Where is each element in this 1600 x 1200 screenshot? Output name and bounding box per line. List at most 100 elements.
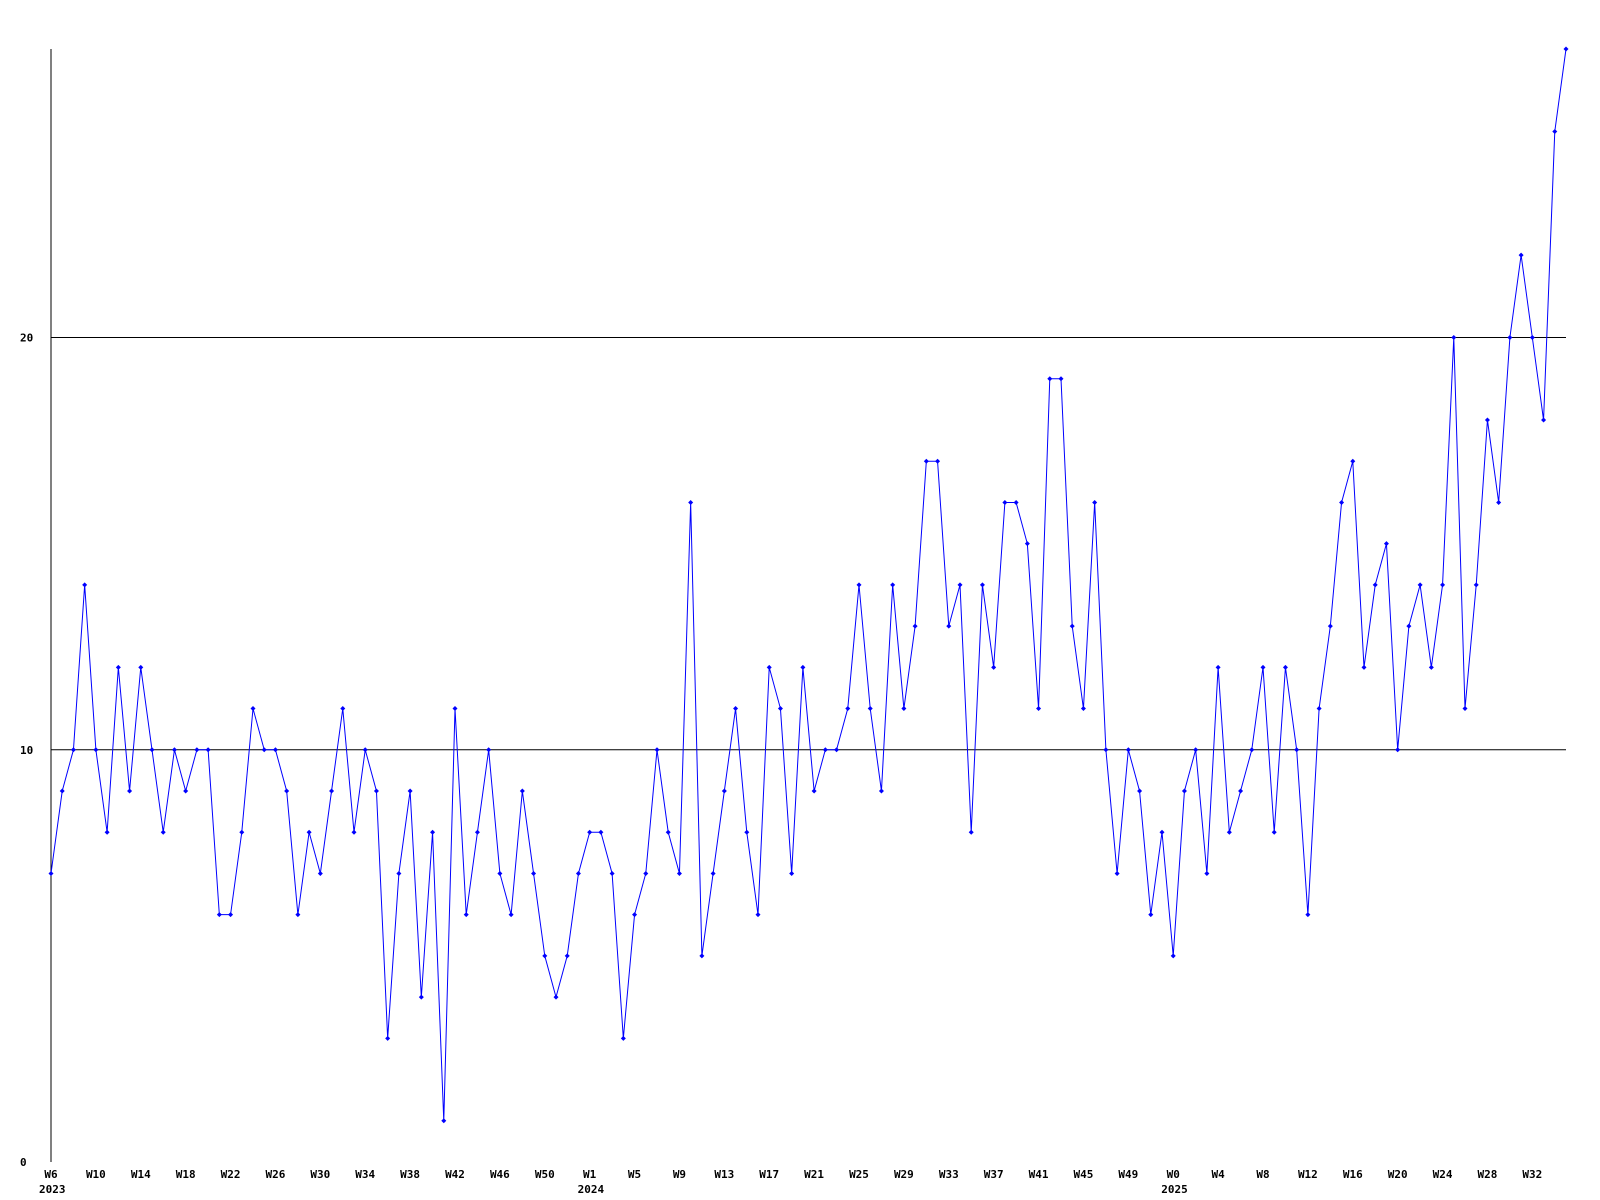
x-tick-label: W13 [714, 1168, 734, 1181]
data-point [104, 829, 110, 835]
year-label: 2024 [578, 1183, 605, 1196]
data-point [1193, 747, 1199, 753]
x-tick-label: W9 [673, 1168, 686, 1181]
data-point [1518, 252, 1524, 258]
data-point [183, 788, 189, 794]
x-tick-label: W50 [535, 1168, 555, 1181]
year-label: 2023 [39, 1183, 66, 1196]
data-point [284, 788, 290, 794]
x-tick-label: W45 [1074, 1168, 1094, 1181]
data-point [228, 912, 234, 918]
x-tick-label: W22 [221, 1168, 241, 1181]
data-point [1148, 912, 1154, 918]
data-point [654, 747, 660, 753]
x-tick-label: W6 [44, 1168, 58, 1181]
x-tick-label: W30 [310, 1168, 330, 1181]
data-point [946, 623, 952, 629]
x-tick-label: W18 [176, 1168, 196, 1181]
data-point [127, 788, 133, 794]
data-point [1361, 664, 1367, 670]
x-tick-label: W8 [1256, 1168, 1269, 1181]
data-point [1226, 829, 1232, 835]
data-point [1069, 623, 1075, 629]
data-point [1047, 376, 1053, 382]
x-tick-label: W5 [628, 1168, 641, 1181]
data-point [160, 829, 166, 835]
data-point [531, 870, 537, 876]
data-point [70, 747, 76, 753]
data-point [149, 747, 155, 753]
data-point [1002, 499, 1008, 505]
data-point [1372, 582, 1378, 588]
data-point [1496, 499, 1502, 505]
data-point [1473, 582, 1479, 588]
data-point [721, 788, 727, 794]
data-point [1159, 829, 1165, 835]
data-point [340, 706, 346, 712]
data-point [261, 747, 267, 753]
x-tick-label: W37 [984, 1168, 1004, 1181]
x-tick-label: W26 [266, 1168, 286, 1181]
data-point [968, 829, 974, 835]
data-point [766, 664, 772, 670]
data-point [1125, 747, 1131, 753]
data-point [1552, 128, 1558, 134]
data-point [822, 747, 828, 753]
x-tick-label: W38 [400, 1168, 420, 1181]
data-point [1462, 706, 1468, 712]
x-tick-label: W17 [759, 1168, 779, 1181]
data-point [1294, 747, 1300, 753]
data-point [452, 706, 458, 712]
x-tick-label: W28 [1478, 1168, 1498, 1181]
data-point [1406, 623, 1412, 629]
data-point [373, 788, 379, 794]
data-point [912, 623, 918, 629]
data-point [1383, 541, 1389, 547]
data-point [463, 912, 469, 918]
data-point [890, 582, 896, 588]
data-point [272, 747, 278, 753]
data-point [497, 870, 503, 876]
x-tick-label: W16 [1343, 1168, 1363, 1181]
data-point [777, 706, 783, 712]
y-tick-label: 0 [20, 1156, 27, 1169]
data-point [564, 953, 570, 959]
data-point [957, 582, 963, 588]
data-point [587, 829, 593, 835]
data-point [878, 788, 884, 794]
data-point [1440, 582, 1446, 588]
data-point [1036, 706, 1042, 712]
data-point [1260, 664, 1266, 670]
x-tick-label: W14 [131, 1168, 151, 1181]
data-point [407, 788, 413, 794]
data-point [688, 499, 694, 505]
data-point [710, 870, 716, 876]
x-tick-label: W0 [1167, 1168, 1180, 1181]
data-point [1271, 829, 1277, 835]
data-point [744, 829, 750, 835]
data-point [1181, 788, 1187, 794]
data-point [755, 912, 761, 918]
data-point [1215, 664, 1221, 670]
data-point [676, 870, 682, 876]
x-tick-label: W25 [849, 1168, 869, 1181]
data-point [923, 458, 929, 464]
data-point [632, 912, 638, 918]
data-point [362, 747, 368, 753]
data-point [609, 870, 615, 876]
data-point [239, 829, 245, 835]
data-point [329, 788, 335, 794]
data-point [800, 664, 806, 670]
data-point [991, 664, 997, 670]
data-point [1451, 335, 1457, 341]
data-point [789, 870, 795, 876]
x-tick-label: W24 [1433, 1168, 1453, 1181]
data-point [575, 870, 581, 876]
data-point [93, 747, 99, 753]
data-point [856, 582, 862, 588]
data-point [441, 1118, 447, 1124]
data-point [82, 582, 88, 588]
data-point [430, 829, 436, 835]
data-point [486, 747, 492, 753]
